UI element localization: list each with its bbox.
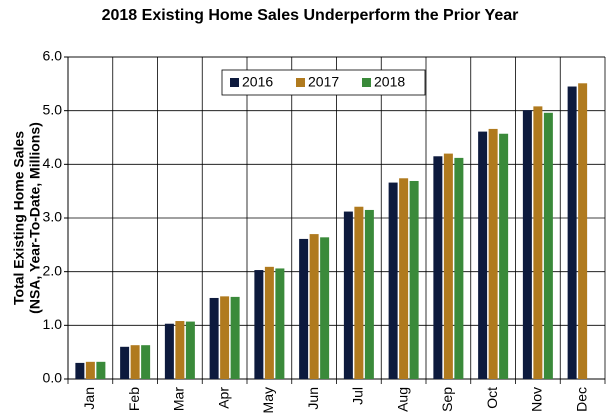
x-tick-label: Jan bbox=[81, 387, 97, 410]
bar bbox=[533, 106, 543, 379]
bar bbox=[433, 156, 443, 379]
x-tick-label: Jun bbox=[305, 387, 321, 410]
legend-box bbox=[221, 69, 426, 96]
bar bbox=[478, 131, 488, 379]
x-tick-label: Nov bbox=[529, 387, 545, 412]
legend-label: 2018 bbox=[374, 74, 405, 90]
bar bbox=[567, 86, 577, 380]
bar bbox=[75, 362, 85, 379]
bar bbox=[343, 211, 353, 379]
bar bbox=[164, 323, 174, 379]
bar bbox=[388, 182, 398, 379]
legend-swatch bbox=[362, 78, 371, 87]
bar bbox=[488, 128, 498, 379]
y-tick-label: 1.0 bbox=[43, 316, 63, 332]
bar bbox=[499, 133, 509, 379]
legend-swatch bbox=[296, 78, 305, 87]
legend-label: 2017 bbox=[308, 74, 339, 90]
y-tick-label: 2.0 bbox=[43, 262, 63, 278]
x-tick-label: Apr bbox=[215, 387, 231, 409]
bar bbox=[309, 234, 319, 379]
bar bbox=[254, 270, 264, 379]
bar bbox=[299, 238, 309, 379]
bar bbox=[454, 157, 464, 379]
x-tick-label: Jul bbox=[350, 387, 366, 405]
bar bbox=[354, 206, 364, 379]
bar bbox=[209, 297, 219, 379]
x-tick-label: Sep bbox=[439, 387, 455, 412]
bar bbox=[130, 345, 140, 379]
bar bbox=[220, 296, 230, 379]
y-axis-label: Total Existing Home Sales bbox=[11, 131, 27, 305]
legend-swatch bbox=[230, 78, 239, 87]
y-tick-label: 5.0 bbox=[43, 101, 63, 117]
bar bbox=[230, 296, 240, 379]
x-tick-label: Feb bbox=[126, 387, 142, 411]
bar bbox=[85, 361, 95, 379]
bar bbox=[543, 112, 553, 380]
y-tick-label: 6.0 bbox=[43, 48, 63, 64]
y-tick-label: 0.0 bbox=[43, 370, 63, 386]
bar bbox=[320, 237, 330, 379]
bar bbox=[443, 153, 453, 379]
x-tick-label: Oct bbox=[484, 387, 500, 409]
x-tick-label: Dec bbox=[573, 387, 589, 412]
x-tick-label: May bbox=[260, 387, 276, 413]
y-tick-label: 3.0 bbox=[43, 209, 63, 225]
x-tick-label: Aug bbox=[394, 387, 410, 412]
bar bbox=[175, 321, 185, 379]
bar bbox=[578, 83, 588, 380]
bar bbox=[264, 266, 274, 379]
bar bbox=[364, 209, 374, 379]
bar bbox=[185, 321, 195, 379]
bar bbox=[399, 178, 409, 379]
chart-title: 2018 Existing Home Sales Underperform th… bbox=[101, 7, 519, 24]
legend-label: 2016 bbox=[242, 74, 273, 90]
bar bbox=[409, 180, 419, 379]
bar bbox=[96, 361, 106, 379]
bar bbox=[141, 345, 151, 379]
bar bbox=[275, 268, 285, 379]
bar bbox=[120, 346, 130, 379]
bar bbox=[522, 110, 532, 379]
y-axis-label: (NSA, Year-To-Date, Millions) bbox=[27, 122, 43, 314]
y-tick-label: 4.0 bbox=[43, 155, 63, 171]
x-tick-label: Mar bbox=[171, 387, 187, 411]
